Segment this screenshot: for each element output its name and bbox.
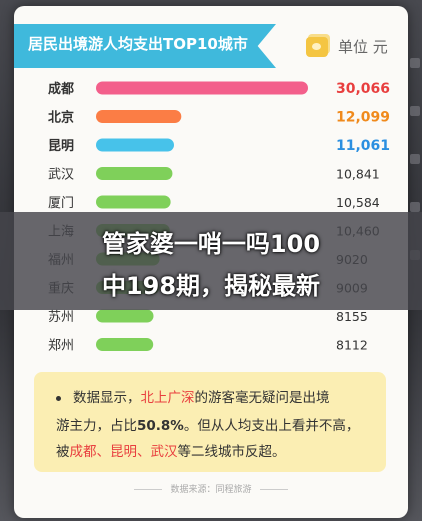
bullet-icon <box>56 395 61 401</box>
title-ribbon <box>14 24 276 68</box>
note-text: 数据显示， <box>73 390 141 406</box>
money-icon <box>306 36 328 57</box>
note-text: 的游客毫无疑问是出境 <box>194 390 330 406</box>
side-icon[interactable] <box>410 202 420 212</box>
value-label: 30,066 <box>336 81 390 97</box>
note-text: 。但从人均支出上看并不高， <box>183 418 360 434</box>
category-label: 郑州 <box>48 339 74 354</box>
bar <box>96 167 173 180</box>
bar <box>96 338 154 351</box>
unit-text: 单位 元 <box>338 38 388 56</box>
note-percent: 50.8% <box>137 418 184 434</box>
note-line-1: 数据显示，北上广深的游客毫无疑问是出境 <box>56 386 330 406</box>
overlay-banner: 管家婆一哨一吗100 中198期，揭秘最新 <box>0 212 422 310</box>
note-highlight: 北上广深 <box>140 390 195 406</box>
bar <box>96 138 174 152</box>
unit-label: 单位 元 <box>306 36 388 57</box>
value-label: 10,841 <box>336 167 380 182</box>
bar <box>96 309 154 323</box>
note-text: 游主力，占比 <box>56 418 137 434</box>
banner-line-2: 中198期，揭秘最新 <box>101 272 321 300</box>
note-text: 等二线城市反超。 <box>177 444 286 460</box>
category-label: 昆明 <box>48 138 74 154</box>
note-line-3: 被成都、昆明、武汉等二线城市反超。 <box>56 440 286 460</box>
value-label: 12,099 <box>336 110 390 126</box>
note-highlight: 成都、昆明、武汉 <box>69 444 178 460</box>
bar <box>96 195 171 209</box>
side-icon[interactable] <box>410 58 420 68</box>
category-label: 苏州 <box>48 309 74 325</box>
category-label: 厦门 <box>48 196 74 211</box>
side-icon[interactable] <box>410 106 420 116</box>
chart-title: 居民出境游人均支出TOP10城市 <box>28 35 248 53</box>
note-box: 数据显示，北上广深的游客毫无疑问是出境 游主力，占比50.8%。但从人均支出上看… <box>34 372 386 472</box>
category-label: 武汉 <box>48 168 74 183</box>
banner-line-1: 管家婆一哨一吗100 <box>101 230 321 258</box>
category-label: 成都 <box>48 81 74 97</box>
note-text: 被 <box>56 444 70 460</box>
bar <box>96 110 182 123</box>
value-label: 8155 <box>336 309 368 324</box>
bar <box>96 81 308 95</box>
note-line-2: 游主力，占比50.8%。但从人均支出上看并不高， <box>56 414 359 434</box>
value-label: 10,584 <box>336 195 380 210</box>
data-source: 数据来源：同程旅游 <box>14 482 408 495</box>
value-label: 11,061 <box>336 138 390 154</box>
category-label: 北京 <box>48 110 74 126</box>
value-label: 8112 <box>336 338 368 353</box>
side-icon[interactable] <box>410 154 420 164</box>
